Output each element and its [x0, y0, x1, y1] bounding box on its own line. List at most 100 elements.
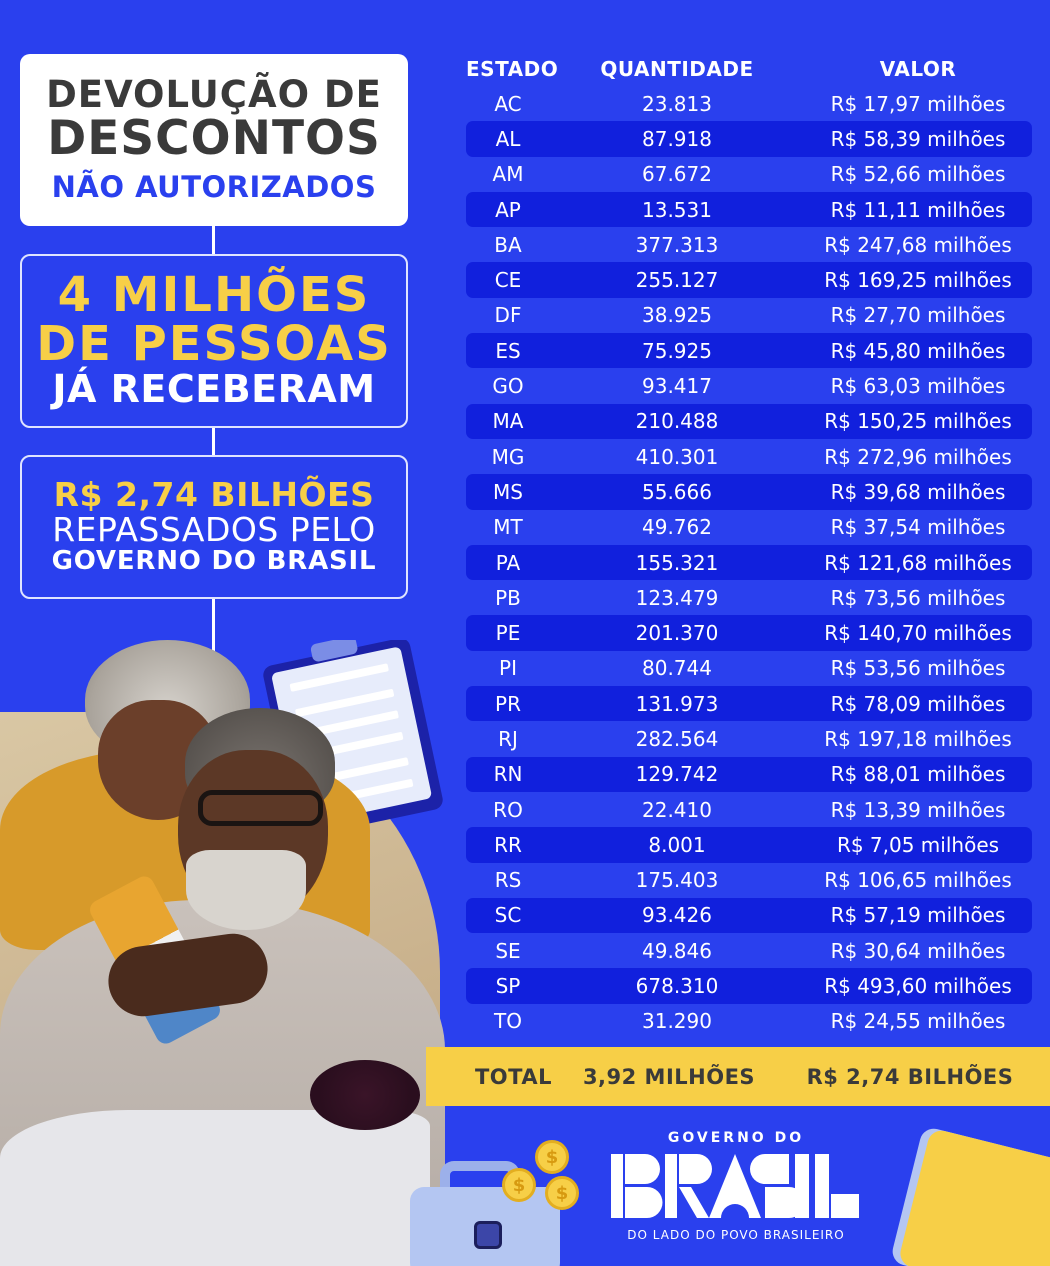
- quantity-cell: 93.426: [642, 903, 712, 928]
- column-header-valor: VALOR: [879, 57, 957, 81]
- value-cell: R$ 247,68 milhões: [824, 232, 1012, 257]
- state-table: ESTADO QUANTIDADE VALOR AC 23.813 R$ 17,97…: [466, 52, 1032, 1039]
- amount-source: GOVERNO DO BRASIL: [51, 546, 377, 577]
- table-row: ES 75.925 R$ 45,80 milhões: [466, 333, 1032, 369]
- table-row: GO 93.417 R$ 63,03 milhões: [466, 368, 1032, 403]
- table-row: RS 175.403 R$ 106,65 milhões: [466, 863, 1032, 898]
- table-row: AL 87.918 R$ 58,39 milhões: [466, 121, 1032, 157]
- logo-top-text: GOVERNO DO: [667, 1130, 805, 1146]
- quantity-cell: 13.531: [642, 197, 712, 222]
- state-cell: GO: [492, 374, 524, 399]
- table-row: SC 93.426 R$ 57,19 milhões: [466, 897, 1032, 934]
- quantity-cell: 55.666: [642, 479, 712, 504]
- table-row: RO 22.410 R$ 13,39 milhões: [466, 792, 1032, 827]
- table-row: TO 31.290 R$ 24,55 milhões: [466, 1004, 1032, 1039]
- value-cell: R$ 150,25 milhões: [824, 409, 1012, 434]
- briefcase-icon: [410, 1161, 560, 1266]
- total-valor: R$ 2,74 BILHÕES: [806, 1064, 1014, 1089]
- quantity-cell: 201.370: [635, 621, 719, 646]
- value-cell: R$ 27,70 milhões: [830, 303, 1006, 328]
- state-cell: AM: [492, 162, 524, 187]
- table-row: AC 23.813 R$ 17,97 milhões: [466, 86, 1032, 121]
- value-cell: R$ 88,01 milhões: [830, 762, 1006, 787]
- table-row: RJ 282.564 R$ 197,18 milhões: [466, 721, 1032, 756]
- state-cell: PE: [495, 621, 521, 646]
- value-cell: R$ 24,55 milhões: [830, 1009, 1006, 1034]
- amount-value: R$ 2,74 BILHÕES: [53, 475, 375, 515]
- quantity-cell: 38.925: [642, 303, 712, 328]
- title-line-2: DESCONTOS: [47, 111, 381, 166]
- state-cell: PI: [499, 656, 517, 681]
- state-cell: RJ: [498, 726, 518, 751]
- value-cell: R$ 17,97 milhões: [830, 91, 1006, 116]
- quantity-cell: 75.925: [642, 338, 712, 363]
- state-cell: RS: [494, 868, 522, 893]
- quantity-cell: 282.564: [635, 726, 719, 751]
- coin-icon: $: [535, 1140, 569, 1174]
- state-cell: ES: [495, 338, 521, 363]
- value-cell: R$ 121,68 milhões: [824, 550, 1012, 575]
- state-cell: CE: [494, 268, 522, 293]
- table-row: MS 55.666 R$ 39,68 milhões: [466, 474, 1032, 510]
- logo-tagline: DO LADO DO POVO BRASILEIRO: [627, 1228, 845, 1242]
- value-cell: R$ 140,70 milhões: [824, 621, 1012, 646]
- quantity-cell: 49.762: [642, 515, 712, 540]
- table-row: SP 678.310 R$ 493,60 milhões: [466, 968, 1032, 1004]
- quantity-cell: 129.742: [635, 762, 719, 787]
- value-cell: R$ 58,39 milhões: [830, 126, 1006, 151]
- table-body: AC 23.813 R$ 17,97 milhões AL 87.918 R$ 58,39…: [466, 86, 1032, 1039]
- value-cell: R$ 52,66 milhões: [830, 162, 1006, 187]
- state-cell: MA: [492, 409, 524, 434]
- state-cell: PB: [495, 585, 521, 610]
- quantity-cell: 377.313: [635, 232, 719, 257]
- people-stat-card: 4 MILHÕES DE PESSOAS JÁ RECEBERAM: [20, 254, 408, 428]
- tablecloth: [0, 1110, 430, 1266]
- value-cell: R$ 73,56 milhões: [830, 585, 1006, 610]
- coin-icon: $: [502, 1168, 536, 1202]
- total-label: TOTAL: [474, 1064, 552, 1089]
- state-cell: MG: [491, 444, 525, 469]
- folder-icon: [897, 1127, 1050, 1266]
- value-cell: R$ 30,64 milhões: [830, 938, 1006, 963]
- value-cell: R$ 63,03 milhões: [830, 374, 1006, 399]
- state-cell: AL: [495, 126, 521, 151]
- state-cell: RN: [493, 762, 523, 787]
- people-count: 4 MILHÕES: [57, 267, 371, 324]
- value-cell: R$ 13,39 milhões: [830, 797, 1006, 822]
- quantity-cell: 131.973: [635, 691, 719, 716]
- title-line-3: NÃO AUTORIZADOS: [51, 170, 377, 204]
- state-cell: BA: [494, 232, 522, 257]
- table-row: CE 255.127 R$ 169,25 milhões: [466, 262, 1032, 298]
- title-line-1: DEVOLUÇÃO DE: [46, 73, 382, 116]
- quantity-cell: 93.417: [642, 374, 712, 399]
- table-row: RR 8.001 R$ 7,05 milhões: [466, 827, 1032, 863]
- state-cell: AP: [495, 197, 521, 222]
- glasses-icon: [198, 790, 323, 826]
- quantity-cell: 49.846: [642, 938, 712, 963]
- elderly-couple-photo: [0, 640, 445, 1266]
- value-cell: R$ 45,80 milhões: [830, 338, 1006, 363]
- quantity-cell: 155.321: [635, 550, 719, 575]
- table-row: BA 377.313 R$ 247,68 milhões: [466, 227, 1032, 262]
- table-row: RN 129.742 R$ 88,01 milhões: [466, 756, 1032, 792]
- connector-line: [212, 428, 215, 455]
- table-row: AM 67.672 R$ 52,66 milhões: [466, 157, 1032, 192]
- state-cell: PA: [495, 550, 521, 575]
- state-cell: RR: [494, 832, 522, 857]
- table-row: PI 80.744 R$ 53,56 milhões: [466, 651, 1032, 686]
- title-card: DEVOLUÇÃO DE DESCONTOS NÃO AUTORIZADOS: [20, 54, 408, 226]
- value-cell: R$ 39,68 milhões: [830, 479, 1006, 504]
- table-row: AP 13.531 R$ 11,11 milhões: [466, 191, 1032, 228]
- table-row: MT 49.762 R$ 37,54 milhões: [466, 510, 1032, 545]
- people-label: DE PESSOAS: [36, 316, 392, 373]
- grapes: [310, 1060, 420, 1130]
- connector-line: [212, 226, 215, 254]
- quantity-cell: 87.918: [642, 126, 712, 151]
- table-row: MG 410.301 R$ 272,96 milhões: [466, 439, 1032, 474]
- quantity-cell: 80.744: [642, 656, 712, 681]
- governo-do-brasil-logo: GOVERNO DO BRASIL: [600, 1130, 872, 1250]
- quantity-cell: 22.410: [642, 797, 712, 822]
- value-cell: R$ 7,05 milhões: [836, 832, 1000, 857]
- brasil-wordmark-icon: BRASIL: [611, 1154, 859, 1218]
